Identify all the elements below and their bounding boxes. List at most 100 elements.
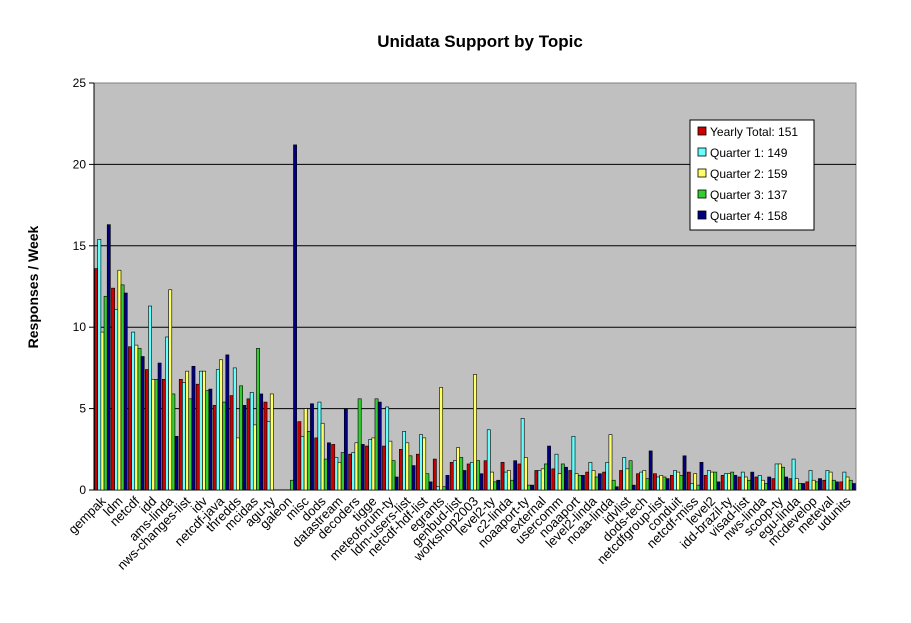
bar-ams-linda-series-1	[161, 378, 166, 491]
bar-nws-linda-series-5	[767, 476, 772, 491]
bar-netcdfgroup-list-series-5	[665, 478, 670, 491]
x-category-label: gempak	[65, 493, 109, 537]
bar-netcdf-series-4	[137, 348, 142, 491]
bar-mcdevelop-series-5	[818, 478, 822, 491]
bar-mcdevelop-series-3	[811, 479, 816, 491]
y-tick-label: 25	[73, 76, 87, 90]
bar-c2-linda-series-5	[513, 460, 518, 491]
legend-swatch-series-3	[697, 168, 707, 178]
bar-tigge-series-3	[371, 437, 376, 491]
bar-c2-linda-series-4	[510, 479, 514, 491]
bar-misc-series-2	[300, 435, 305, 491]
bar-noaaport-series-3	[574, 473, 579, 491]
bar-thredds-series-5	[242, 405, 247, 491]
bar-level2-linda-series-3	[591, 470, 596, 491]
bar-mcdevelop-series-4	[814, 481, 819, 491]
bar-level2-ty-series-5	[496, 479, 501, 491]
bar-netcdfgroup-list-series-2	[656, 476, 660, 491]
bar-thredds-series-3	[236, 437, 240, 491]
bar-scoop-ty-series-2	[774, 463, 779, 491]
bar-noaaport-ty-series-4	[527, 484, 531, 491]
bar-external-series-1	[534, 470, 539, 491]
bar-idv-series-3	[202, 370, 206, 491]
bar-gempak-series-2	[97, 238, 102, 491]
legend-label-series-3: Quarter 2: 159	[710, 167, 788, 181]
legend-label-series-4: Quarter 3: 137	[710, 188, 788, 202]
bar-scoop-ty-series-3	[777, 463, 782, 491]
bar-idd-series-5	[157, 362, 162, 491]
bar-genbud-list-series-1	[449, 462, 454, 491]
bar-workshop2003-series-3	[473, 374, 477, 491]
bar-external-series-3	[540, 468, 545, 491]
bar-netcdf-hdf-list-series-5	[428, 481, 433, 491]
bar-ldm-users-list-series-5	[411, 465, 416, 491]
bar-external-series-2	[537, 470, 542, 491]
bar-genbud-list-series-4	[459, 457, 464, 491]
bar-level2-linda-series-5	[597, 473, 602, 491]
bar-idv-series-4	[205, 390, 210, 491]
bar-ams-linda-series-3	[168, 289, 173, 491]
y-axis-label: Responses / Week	[25, 225, 41, 348]
bar-level2-linda-series-4	[594, 476, 599, 491]
bar-dods-series-5	[327, 442, 331, 491]
bar-idvlist-series-5	[631, 484, 636, 491]
bar-mcdevelop-series-2	[808, 470, 813, 491]
bar-dods-series-3	[320, 422, 325, 491]
bar-dods-tech-series-3	[642, 470, 647, 491]
bar-noaa-linda-series-2	[605, 462, 610, 491]
bar-level2-ty-series-4	[493, 481, 497, 491]
bar-netcdf-miss-series-2	[690, 483, 694, 491]
bar-meteval-series-1	[822, 479, 827, 491]
bar-netcdf-java-series-5	[225, 354, 230, 491]
legend-swatch-series-4	[697, 189, 707, 199]
bar-nws-linda-series-2	[757, 475, 762, 491]
bar-idv-series-2	[199, 370, 203, 491]
bar-meteoforum-ty-series-4	[391, 460, 396, 491]
bar-mcidas-series-3	[252, 424, 257, 491]
y-tick-label: 10	[73, 320, 87, 334]
bar-tigge-series-5	[377, 401, 382, 491]
bar-idvlist-series-3	[625, 468, 630, 491]
legend: Yearly Total: 151 Quarter 1: 149 Quarter 2…	[689, 119, 815, 231]
bar-egu-linda-series-5	[801, 483, 805, 491]
bar-visad-list-series-3	[744, 476, 748, 491]
legend-swatch-series-1	[697, 126, 707, 136]
bar-visad-list-series-5	[750, 471, 755, 491]
bar-conduit-series-2	[673, 470, 677, 491]
bar-idd-series-3	[151, 378, 156, 491]
bar-udunits-series-2	[842, 471, 847, 491]
bar-netcdf-hdf-list-series-3	[422, 437, 427, 491]
bar-netcdf-miss-series-5	[699, 462, 704, 491]
bar-netcdf-hdf-list-series-1	[415, 453, 420, 491]
bar-genbud-list-series-3	[456, 447, 460, 491]
legend-swatch-series-2	[697, 147, 707, 157]
bar-egrants-series-2	[436, 486, 440, 491]
bar-tigge-series-1	[365, 445, 369, 491]
bar-conduit-series-4	[679, 475, 684, 491]
bar-egrants-series-5	[445, 475, 450, 491]
bar-netcdf-java-series-2	[215, 369, 220, 491]
bar-nws-linda-series-1	[754, 476, 759, 491]
bar-idd-series-1	[145, 369, 149, 491]
bar-dods-tech-series-5	[648, 450, 653, 491]
bar-idd-brazil-ty-series-2	[723, 473, 728, 491]
bar-workshop2003-series-4	[476, 460, 481, 491]
bar-egrants-series-4	[442, 486, 447, 491]
bar-level2-series-3	[710, 471, 714, 491]
bar-misc-series-1	[297, 421, 302, 491]
bar-datastream-series-5	[343, 408, 348, 491]
bar-workshop2003-series-2	[469, 462, 474, 491]
bar-dods-series-2	[317, 401, 322, 491]
bar-idvlist-series-4	[628, 460, 633, 491]
bar-netcdf-series-3	[134, 344, 139, 491]
bar-level2-linda-series-1	[585, 471, 590, 491]
bar-ldm-users-list-series-2	[402, 431, 406, 491]
bar-thredds-series-2	[232, 367, 237, 491]
bar-netcdf-series-1	[128, 346, 132, 491]
bar-netcdfgroup-list-series-3	[659, 475, 664, 491]
bar-scoop-ty-series-5	[784, 476, 789, 491]
bar-noaaport-series-5	[581, 475, 585, 491]
bar-netcdf-miss-series-1	[686, 471, 691, 491]
bar-idd-brazil-ty-series-4	[730, 471, 735, 491]
